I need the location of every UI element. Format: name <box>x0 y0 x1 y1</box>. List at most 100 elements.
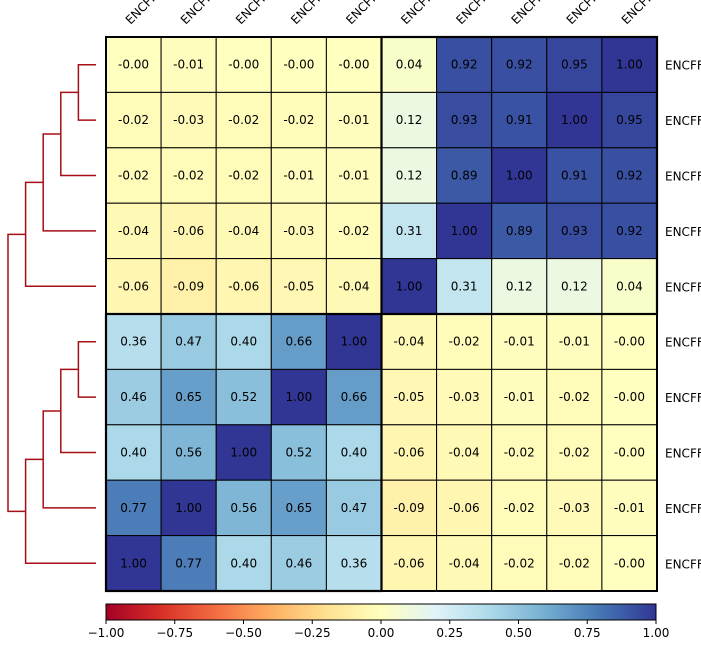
cell-value-label: 0.36 <box>120 335 147 349</box>
heatmap-cell <box>325 202 382 260</box>
heatmap-cell <box>491 313 548 370</box>
heatmap-cell <box>270 479 327 537</box>
heatmap-cell <box>325 479 382 537</box>
cell-value-label: 0.47 <box>175 335 202 349</box>
heatmap-cell <box>160 368 217 426</box>
colorbar-tick-label: 0.50 <box>505 626 532 640</box>
heatmap-cell <box>436 479 493 537</box>
cell-value-label: 0.91 <box>506 113 533 127</box>
colorbar-tick-label: 1.00 <box>643 626 670 640</box>
colorbar-tick-label: −0.50 <box>225 626 262 640</box>
heatmap-cell <box>325 424 382 481</box>
cell-value-label: 1.00 <box>561 113 588 127</box>
heatmap-cell <box>381 36 438 93</box>
cell-value-label: -0.01 <box>338 113 369 127</box>
heatmap-cell <box>105 147 162 204</box>
column-label: ENCFF <box>178 0 215 27</box>
cell-value-label: 0.40 <box>341 446 368 460</box>
cell-value-label: -0.01 <box>173 58 204 72</box>
cell-value-label: -0.01 <box>504 335 535 349</box>
cell-value-label: -0.06 <box>394 446 425 460</box>
colorbar-tick-label: −0.75 <box>156 626 193 640</box>
heatmap-cell <box>601 313 658 370</box>
cell-value-label: -0.00 <box>228 58 259 72</box>
cell-value-label: -0.02 <box>118 169 149 183</box>
heatmap-cell <box>325 258 382 315</box>
cell-value-label: -0.00 <box>614 390 645 404</box>
heatmap-cell <box>436 202 493 260</box>
heatmap-cell <box>105 202 162 260</box>
heatmap-cell <box>215 258 272 315</box>
heatmap-cell <box>160 535 217 592</box>
heatmap-cell <box>325 91 382 149</box>
heatmap-cell <box>325 368 382 426</box>
row-label: ENCFF <box>665 170 701 184</box>
heatmap-cell <box>270 535 327 592</box>
row-label: ENCFF <box>665 336 701 350</box>
cell-value-label: -0.02 <box>228 113 259 127</box>
heatmap-cell <box>381 258 438 315</box>
heatmap-cell <box>491 424 548 481</box>
cell-value-label: -0.09 <box>394 501 425 515</box>
heatmap-cell <box>215 91 272 149</box>
row-label: ENCFF <box>665 225 701 239</box>
cell-value-label: 0.66 <box>341 390 368 404</box>
cell-value-label: -0.02 <box>559 556 590 570</box>
row-label: ENCFF <box>665 59 701 73</box>
heatmap-cell <box>215 147 272 204</box>
heatmap-cell <box>160 258 217 315</box>
heatmap-cell <box>546 258 603 315</box>
heatmap-cell <box>436 535 493 592</box>
cell-value-label: 0.12 <box>396 113 423 127</box>
heatmap-cell <box>381 147 438 204</box>
heatmap-cell <box>601 535 658 592</box>
cell-value-label: 0.65 <box>175 390 202 404</box>
heatmap-cell <box>491 368 548 426</box>
dendrogram-branch <box>77 63 96 121</box>
cell-value-label: 0.12 <box>561 279 588 293</box>
heatmap-cell <box>215 479 272 537</box>
cell-value-label: -0.06 <box>118 279 149 293</box>
cell-value-label: 0.77 <box>175 556 202 570</box>
colorbar-tick-label: 0.75 <box>574 626 601 640</box>
column-label: ENCFF <box>288 0 325 27</box>
colorbar-tick-label: −0.25 <box>294 626 331 640</box>
dendrogram-branch <box>42 133 96 232</box>
cell-value-label: -0.01 <box>614 501 645 515</box>
cell-value-label: 0.40 <box>230 556 257 570</box>
colorbar-tick-label: −1.00 <box>88 626 125 640</box>
cell-value-label: 0.52 <box>285 446 312 460</box>
heatmap-cell <box>270 36 327 93</box>
column-label: ENCFF <box>343 0 380 27</box>
cell-value-label: -0.04 <box>394 335 425 349</box>
cell-value-label: 0.36 <box>341 556 368 570</box>
colorbar-tick-label: 0.25 <box>436 626 463 640</box>
heatmap-cell <box>160 202 217 260</box>
heatmap-cell <box>381 202 438 260</box>
column-label: ENCFF <box>398 0 435 27</box>
cell-value-label: 0.04 <box>616 279 643 293</box>
cell-value-label: 0.52 <box>230 390 257 404</box>
heatmap-cell <box>105 258 162 315</box>
heatmap-cell <box>270 258 327 315</box>
cell-value-label: 0.12 <box>396 169 423 183</box>
cell-value-label: -0.05 <box>283 279 314 293</box>
cell-value-label: 0.47 <box>341 501 368 515</box>
row-label: ENCFF <box>665 502 701 516</box>
cell-value-label: 0.93 <box>561 224 588 238</box>
cell-value-label: 1.00 <box>120 556 147 570</box>
cell-value-label: 0.92 <box>451 58 478 72</box>
cell-value-label: 1.00 <box>230 446 257 460</box>
cell-value-label: -0.02 <box>504 446 535 460</box>
cell-value-label: 0.46 <box>285 556 312 570</box>
cell-value-label: -0.04 <box>338 279 369 293</box>
cluster-borders <box>104 35 659 593</box>
cell-value-label: -0.01 <box>559 335 590 349</box>
cell-value-label: -0.06 <box>394 556 425 570</box>
cell-value-label: 1.00 <box>396 279 423 293</box>
cell-value-label: 0.89 <box>506 224 533 238</box>
cell-value-label: -0.00 <box>614 446 645 460</box>
cell-value-label: -0.03 <box>449 390 480 404</box>
cell-value-label: -0.09 <box>173 279 204 293</box>
